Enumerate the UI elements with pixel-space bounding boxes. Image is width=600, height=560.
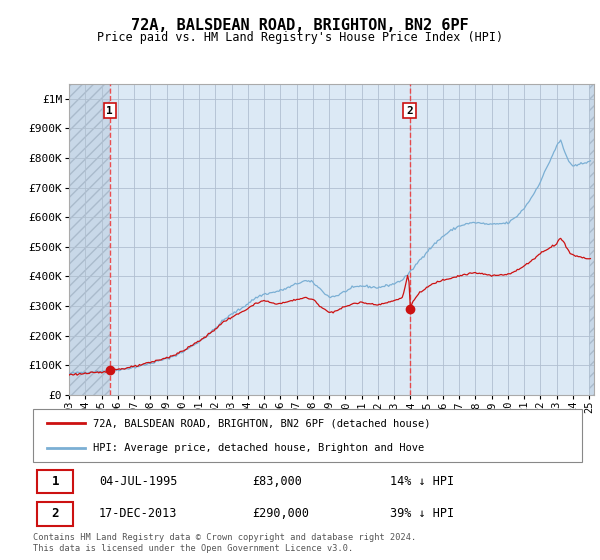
Text: 72A, BALSDEAN ROAD, BRIGHTON, BN2 6PF (detached house): 72A, BALSDEAN ROAD, BRIGHTON, BN2 6PF (d… — [94, 418, 431, 428]
Text: 2: 2 — [406, 106, 413, 116]
Bar — [589, 84, 594, 395]
Text: 04-JUL-1995: 04-JUL-1995 — [99, 475, 177, 488]
Text: 72A, BALSDEAN ROAD, BRIGHTON, BN2 6PF: 72A, BALSDEAN ROAD, BRIGHTON, BN2 6PF — [131, 18, 469, 33]
FancyBboxPatch shape — [33, 409, 582, 462]
Text: 2: 2 — [52, 507, 59, 520]
Text: HPI: Average price, detached house, Brighton and Hove: HPI: Average price, detached house, Brig… — [94, 442, 425, 452]
FancyBboxPatch shape — [37, 470, 73, 493]
Text: 14% ↓ HPI: 14% ↓ HPI — [390, 475, 454, 488]
Text: Contains HM Land Registry data © Crown copyright and database right 2024.
This d: Contains HM Land Registry data © Crown c… — [33, 533, 416, 553]
Text: 1: 1 — [52, 475, 59, 488]
Text: 17-DEC-2013: 17-DEC-2013 — [99, 507, 177, 520]
FancyBboxPatch shape — [37, 502, 73, 525]
Text: £83,000: £83,000 — [253, 475, 302, 488]
Bar — [69, 84, 110, 395]
Text: £290,000: £290,000 — [253, 507, 310, 520]
Text: 39% ↓ HPI: 39% ↓ HPI — [390, 507, 454, 520]
Text: Price paid vs. HM Land Registry's House Price Index (HPI): Price paid vs. HM Land Registry's House … — [97, 31, 503, 44]
Text: 1: 1 — [106, 106, 113, 116]
